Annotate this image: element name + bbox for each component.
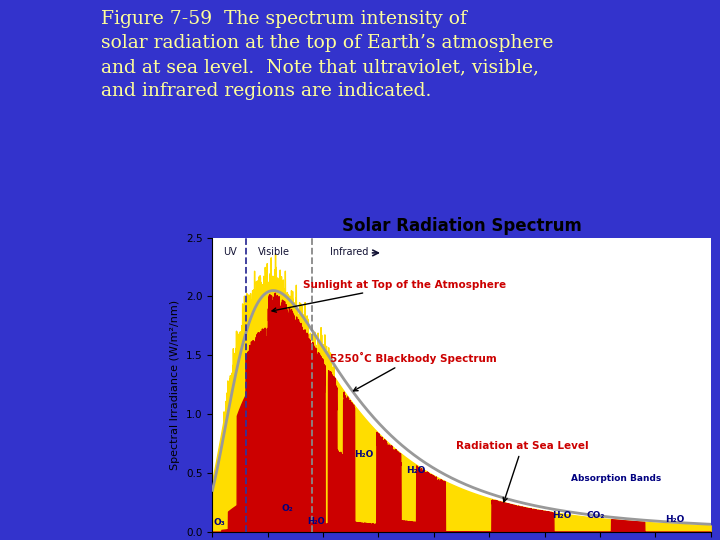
Text: H₂O: H₂O [406,467,426,475]
Text: O₂: O₂ [282,504,294,513]
Text: Visible: Visible [258,247,290,257]
Title: Solar Radiation Spectrum: Solar Radiation Spectrum [341,217,582,235]
Text: O₃: O₃ [213,518,225,527]
Text: Sunlight at Top of the Atmosphere: Sunlight at Top of the Atmosphere [272,280,506,312]
Text: H₂O: H₂O [354,450,374,459]
Text: Figure 7-59  The spectrum intensity of
solar radiation at the top of Earth’s atm: Figure 7-59 The spectrum intensity of so… [101,10,553,100]
Text: Absorption Bands: Absorption Bands [571,475,662,483]
Text: UV: UV [223,247,237,257]
Text: CO₂: CO₂ [586,511,605,520]
Text: H₂O: H₂O [307,517,325,526]
Text: Radiation at Sea Level: Radiation at Sea Level [456,441,589,502]
Y-axis label: Spectral Irradiance (W/m²/nm): Spectral Irradiance (W/m²/nm) [171,300,181,470]
Text: Infrared: Infrared [330,247,368,257]
Text: H₂O: H₂O [665,515,685,524]
Text: H₂O: H₂O [552,511,572,520]
Text: 5250˚C Blackbody Spectrum: 5250˚C Blackbody Spectrum [330,352,497,391]
